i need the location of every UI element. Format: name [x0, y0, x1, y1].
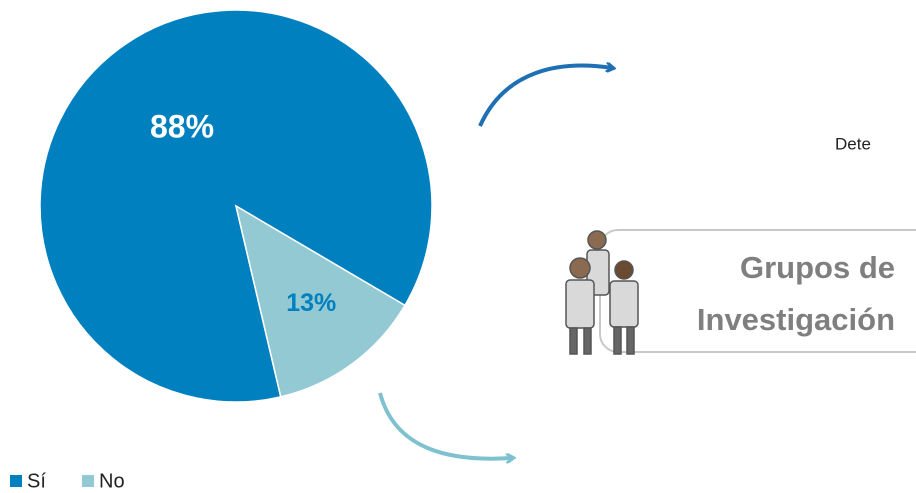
pie-chart: 88% 13% — [39, 9, 433, 403]
legend-swatch — [82, 475, 94, 487]
data-label: 13% — [286, 289, 336, 317]
box-label: Investigación — [697, 302, 895, 337]
box-label: Grupos de — [740, 250, 895, 285]
data-label: 88% — [150, 108, 214, 144]
legend-label: No — [99, 470, 125, 492]
legend-label: Sí — [27, 470, 46, 492]
arrow — [378, 392, 512, 459]
arrow — [478, 66, 612, 127]
side-text: Dete — [835, 134, 871, 153]
pie-slice — [39, 9, 433, 403]
scientists-icon — [565, 230, 639, 355]
legend-swatch — [10, 475, 22, 487]
pie-slice — [234, 204, 406, 398]
